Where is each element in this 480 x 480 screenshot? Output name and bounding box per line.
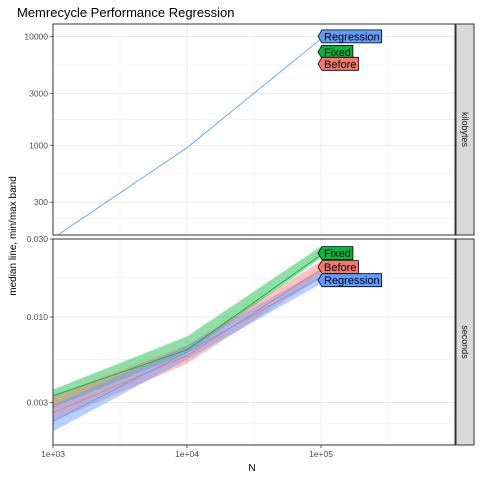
y-tick-label: 300: [34, 197, 48, 207]
strip-box: [455, 238, 475, 446]
end-label-text: Fixed: [324, 47, 351, 59]
band-fixed: [53, 246, 321, 408]
panel-border: [52, 23, 456, 236]
end-label-box: [317, 56, 359, 71]
y-tick-label: 0.010: [27, 312, 49, 322]
band-regression: [53, 269, 321, 432]
band-before: [53, 261, 321, 422]
end-label-text: Fixed: [324, 248, 351, 260]
strip-label: seconds: [460, 325, 470, 359]
end-label-fixed: Fixed: [317, 246, 354, 260]
end-label-box: [317, 45, 354, 59]
x-tick-label: 1e+05: [309, 449, 333, 459]
y-tick-label: 1000: [29, 140, 48, 150]
end-label-before: Before: [317, 260, 359, 274]
end-label-text: Before: [324, 262, 356, 274]
end-label-fixed: Fixed: [317, 45, 354, 59]
end-label-box: [317, 246, 354, 260]
end-label-regression: Regression: [317, 273, 383, 288]
end-label-box: [317, 29, 383, 44]
y-tick-label: 3000: [29, 88, 48, 98]
chart-title: Memrecycle Performance Regression: [17, 5, 234, 20]
end-label-text: Before: [324, 59, 356, 71]
end-label-text: Regression: [324, 275, 380, 287]
median-line-regression: [53, 276, 322, 422]
strip-box: [455, 23, 475, 236]
x-axis-title: N: [248, 463, 255, 474]
panel-data: [57, 38, 322, 235]
y-axis-title: median line, min/max band: [8, 176, 19, 296]
end-label-before: Before: [317, 56, 359, 71]
end-label-box: [317, 273, 383, 288]
end-label-box: [317, 260, 359, 274]
strip-label: kilobytes: [460, 112, 470, 148]
end-label-regression: Regression: [317, 29, 383, 44]
y-tick-label: 0.003: [27, 398, 49, 408]
panel-data: [53, 246, 322, 432]
median-line-regression: [57, 38, 322, 235]
end-label-text: Regression: [324, 31, 380, 43]
x-tick-label: 1e+03: [41, 449, 65, 459]
panel-border: [52, 238, 456, 446]
y-tick-label: 10000: [24, 31, 48, 41]
x-tick-label: 1e+04: [175, 449, 199, 459]
median-line-fixed: [53, 254, 322, 397]
median-line-before: [53, 269, 322, 414]
y-tick-label: 0.030: [27, 234, 49, 244]
